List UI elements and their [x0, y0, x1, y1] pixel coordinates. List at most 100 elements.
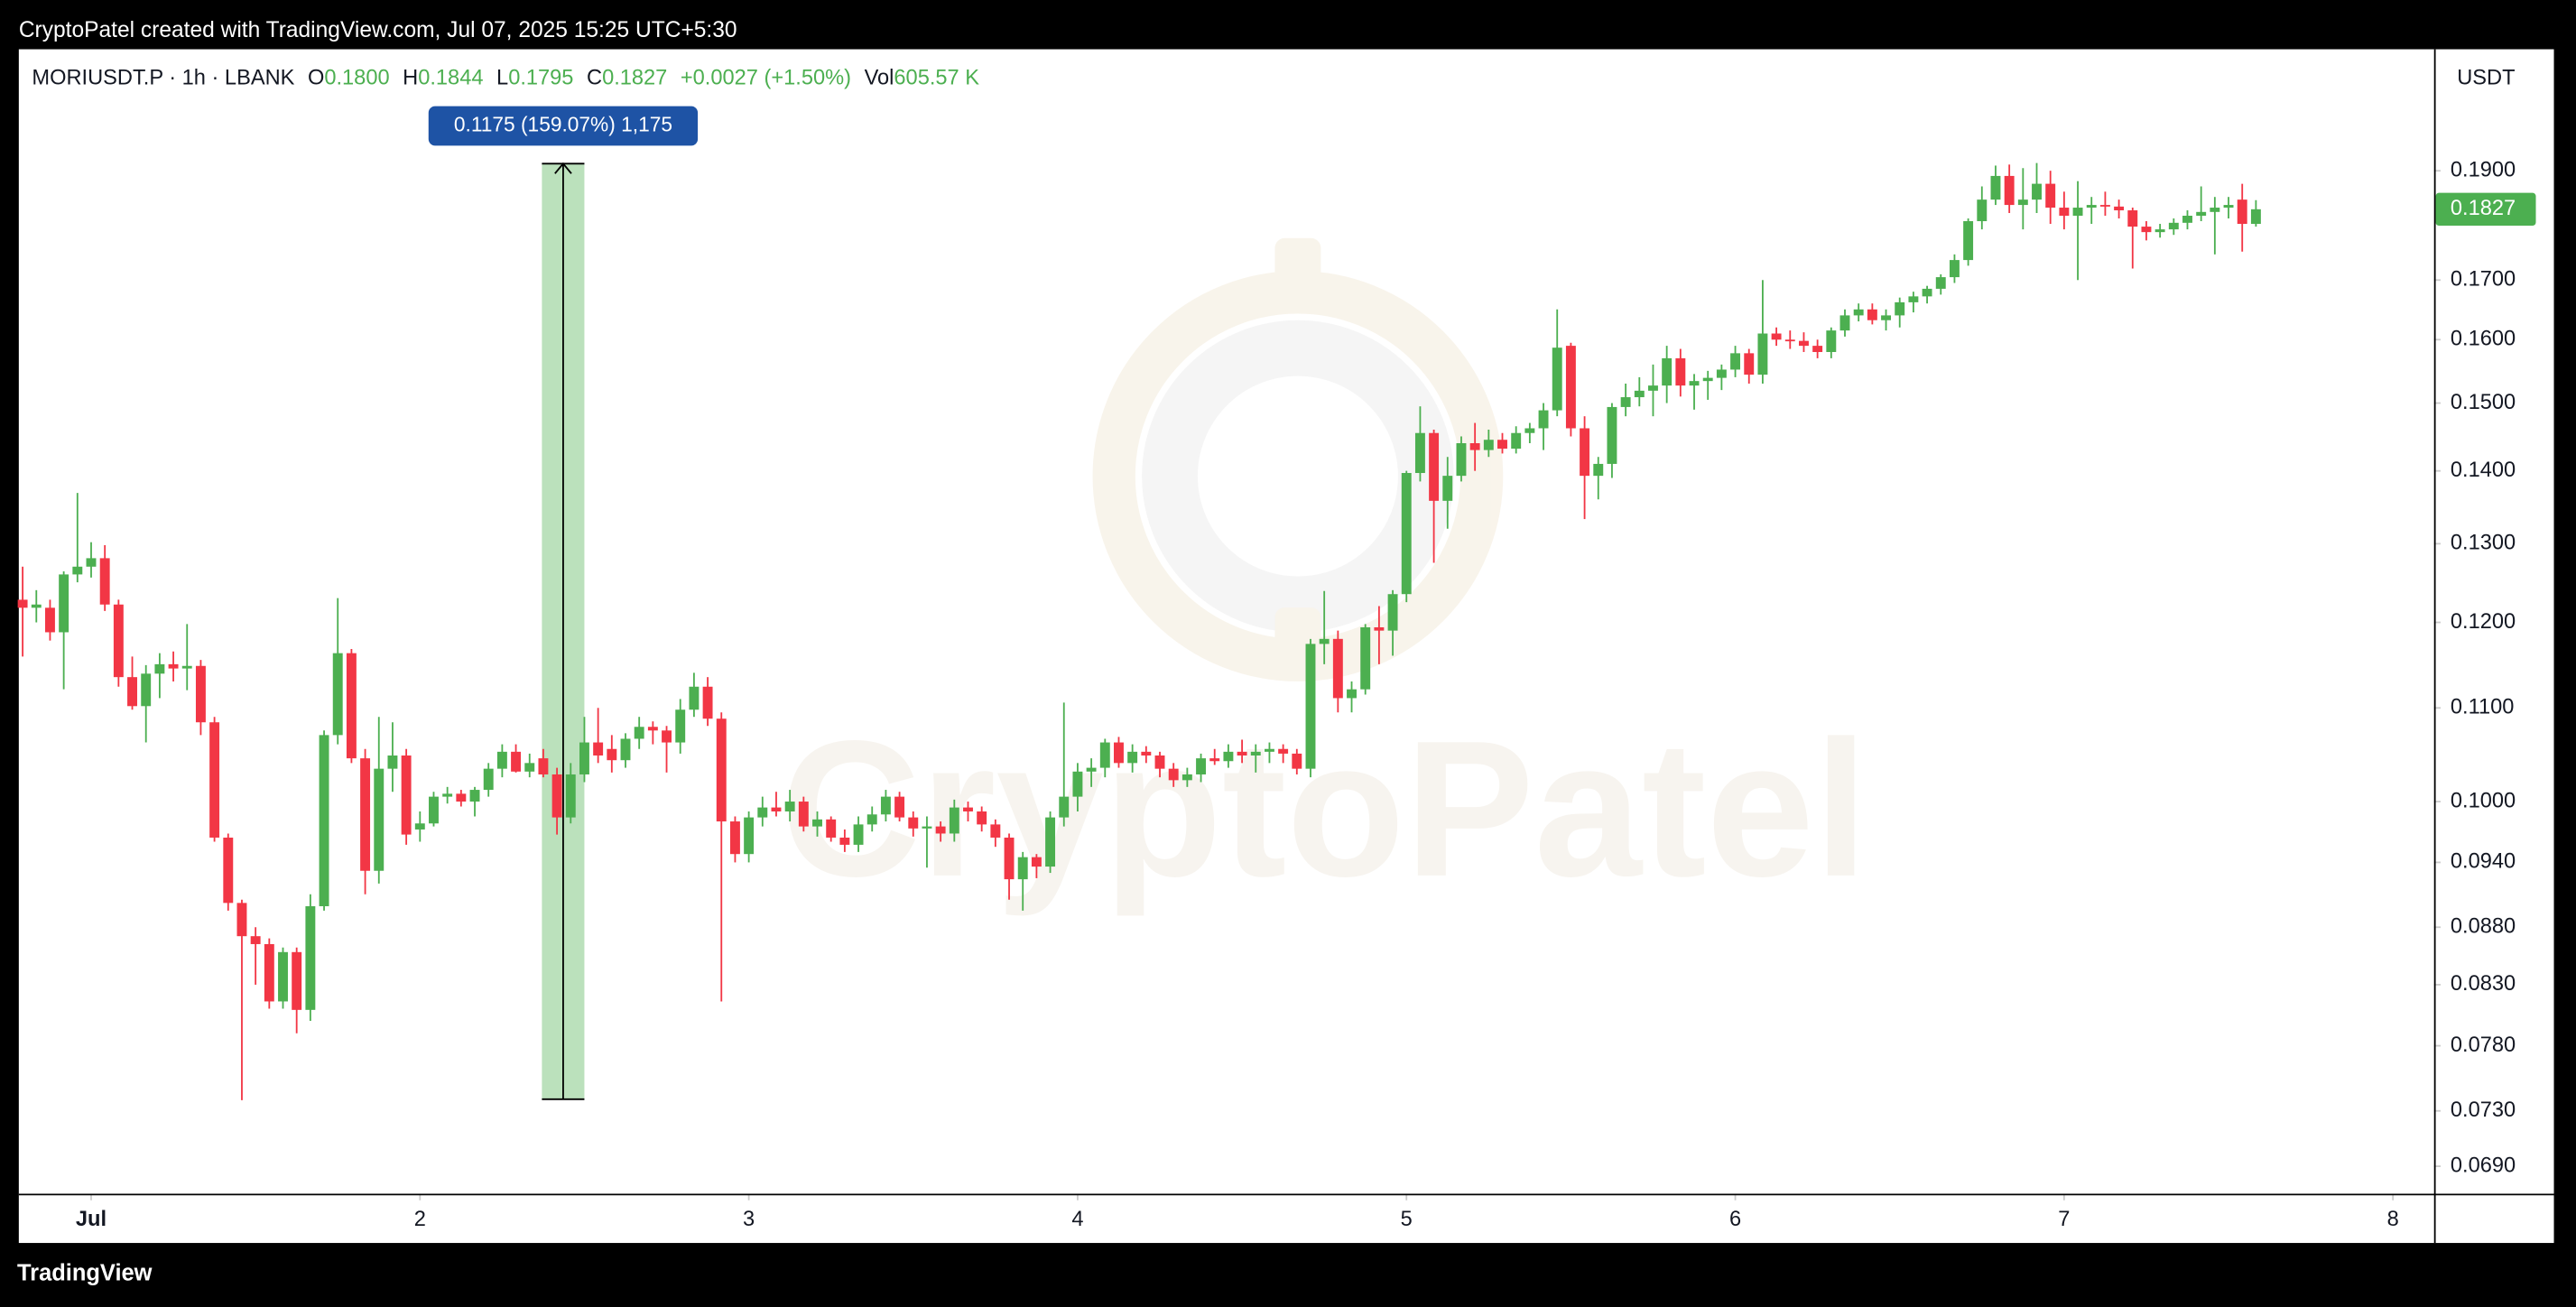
y-tick-label: 0.1900	[2451, 158, 2516, 181]
watermark: CryptoPatel	[781, 701, 1868, 917]
legend-key: H	[403, 67, 418, 90]
y-tick-label: 0.1300	[2451, 532, 2516, 555]
candle-body	[2045, 183, 2056, 209]
candle-body	[908, 817, 919, 829]
legend-value: 0.1844	[418, 67, 483, 90]
currency: USDT	[2457, 67, 2515, 90]
candle-body	[744, 817, 755, 855]
candle-body	[1593, 463, 1604, 477]
candle-body	[1442, 476, 1453, 501]
legend-key: L	[496, 67, 508, 90]
candle-body	[278, 951, 288, 1002]
candle-body	[1004, 837, 1015, 880]
legend-value: 605.57 K	[894, 67, 979, 90]
x-tick-label: 6	[1729, 1208, 1741, 1231]
legend-value: 0.1800	[324, 67, 389, 90]
candle-body	[250, 936, 261, 944]
legend-key: C	[587, 67, 602, 90]
candle-body	[456, 793, 467, 802]
candle-body	[86, 558, 97, 567]
candle-body	[798, 802, 809, 827]
y-tick-label: 0.0690	[2451, 1154, 2516, 1177]
candle-body	[1250, 751, 1261, 755]
candle-body	[1401, 473, 1412, 595]
candle-body	[1292, 753, 1302, 769]
candle-body	[1347, 689, 1357, 699]
candle-body	[319, 735, 329, 906]
candle-body	[1031, 857, 1042, 867]
candle-body	[922, 826, 932, 829]
candle-body	[1114, 742, 1124, 764]
x-tick-label: 2	[414, 1208, 426, 1231]
candle-body	[1908, 296, 1919, 302]
candle-body	[1154, 755, 1165, 769]
candle-body	[647, 727, 658, 731]
candle-body	[757, 807, 768, 818]
y-tick-label: 0.1400	[2451, 459, 2516, 482]
candle-body	[894, 796, 905, 818]
candle-body	[935, 826, 946, 834]
candle-body	[292, 951, 302, 1010]
x-tick-label: Jul	[76, 1208, 107, 1231]
candle-body	[1881, 315, 1891, 320]
candle-body	[442, 793, 453, 797]
y-tick-label: 0.0830	[2451, 972, 2516, 996]
y-tick-label: 0.1000	[2451, 789, 2516, 812]
candle-body	[332, 653, 343, 736]
candle-body	[1086, 767, 1097, 772]
candle-body	[1072, 771, 1083, 797]
candle-body	[702, 686, 713, 719]
candle-body	[1429, 432, 1440, 501]
candle-body	[784, 802, 795, 811]
candle-body	[1607, 406, 1617, 464]
x-tick-label: 5	[1401, 1208, 1413, 1231]
last-price-label: 0.1827	[2451, 197, 2516, 220]
candle-body	[1360, 626, 1371, 690]
candle-body	[2017, 199, 2028, 206]
candle-body	[1483, 440, 1494, 450]
candle-body	[264, 943, 274, 1002]
candle-body	[209, 722, 220, 838]
candle-body	[2032, 183, 2042, 200]
candle-body	[59, 574, 69, 633]
y-tick-label: 0.0880	[2451, 914, 2516, 938]
candle-body	[1511, 432, 1522, 450]
candle-body	[1963, 221, 1974, 261]
candle-body	[2210, 208, 2220, 212]
candle-body	[538, 758, 549, 774]
candle-body	[414, 823, 425, 830]
x-tick-label: 4	[1071, 1208, 1083, 1231]
candle-body	[2086, 205, 2097, 209]
candle-body	[99, 558, 110, 605]
candle-body	[1702, 377, 1713, 382]
candle-body	[2223, 205, 2234, 209]
candle-body	[1799, 340, 1809, 347]
candle-body	[2114, 206, 2125, 211]
y-tick-label: 0.0940	[2451, 850, 2516, 874]
candle-body	[1332, 638, 1343, 699]
candle-body	[1580, 428, 1590, 477]
measure-label-box	[428, 106, 699, 146]
candle-body	[141, 673, 152, 707]
candle-body	[634, 727, 644, 739]
candle-body	[1675, 357, 1686, 386]
y-tick-label: 0.1700	[2451, 268, 2516, 292]
candle-body	[2141, 227, 2152, 233]
candle-body	[1990, 175, 2001, 200]
candle-body	[1374, 626, 1385, 631]
candle-body	[853, 824, 864, 845]
candle-body	[593, 742, 604, 755]
candle-body	[1141, 751, 1152, 755]
candle-body	[551, 774, 562, 818]
last-price-tag	[2435, 192, 2536, 227]
candle-body	[2059, 208, 2070, 217]
candle-body	[1387, 594, 1398, 631]
candle-body	[812, 819, 822, 827]
candle-body	[607, 748, 617, 761]
candle-body	[990, 824, 1001, 838]
candle-body	[866, 814, 877, 825]
candle-body	[1059, 796, 1070, 818]
candle-body	[1853, 309, 1864, 316]
candle-body	[524, 763, 535, 772]
